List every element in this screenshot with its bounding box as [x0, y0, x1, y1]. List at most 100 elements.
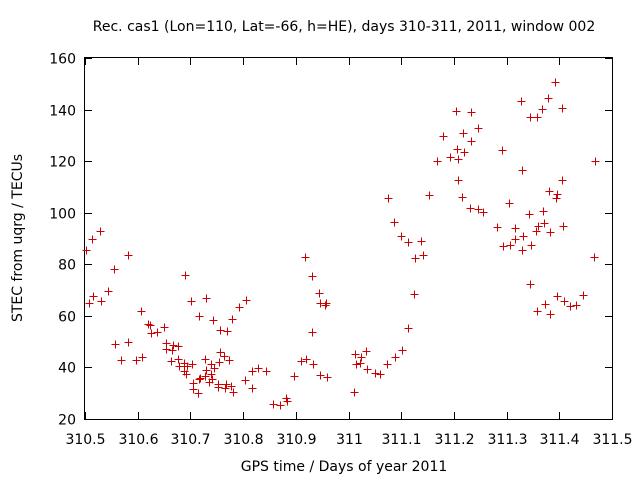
data-point — [225, 356, 234, 365]
data-point — [96, 227, 105, 236]
data-point — [459, 129, 468, 138]
data-point — [302, 355, 311, 364]
data-point — [168, 346, 177, 355]
data-point — [404, 324, 413, 333]
y-tick-label: 140 — [49, 104, 76, 120]
data-point — [147, 329, 156, 338]
data-point — [321, 301, 330, 310]
data-point — [183, 362, 192, 371]
data-point — [309, 360, 318, 369]
data-point — [458, 193, 467, 202]
data-point — [210, 364, 219, 373]
data-point — [433, 157, 442, 166]
y-tick-label: 120 — [49, 155, 76, 171]
data-point — [474, 124, 483, 133]
data-point — [323, 373, 332, 382]
data-point — [308, 328, 317, 337]
data-point — [221, 384, 230, 393]
data-point — [558, 104, 567, 113]
data-point — [144, 320, 153, 329]
y-axis-label: STEC from uqrg / TECUs — [10, 154, 26, 322]
data-point — [162, 345, 171, 354]
data-point — [195, 312, 204, 321]
y-tick-label: 160 — [49, 52, 76, 68]
data-point — [384, 194, 393, 203]
data-point — [215, 358, 224, 367]
data-point — [511, 224, 520, 233]
x-tick-label: 310.8 — [223, 432, 263, 448]
y-tick-label: 60 — [58, 310, 76, 326]
data-point — [526, 113, 535, 122]
y-tick-label: 100 — [49, 207, 76, 223]
data-point — [235, 303, 244, 312]
data-point — [189, 385, 198, 394]
data-point — [499, 242, 508, 251]
data-point — [511, 235, 520, 244]
data-point — [262, 367, 271, 376]
data-point — [410, 290, 419, 299]
data-point — [216, 348, 225, 357]
data-point — [579, 291, 588, 300]
data-point — [85, 299, 94, 308]
data-point — [391, 353, 400, 362]
data-point — [220, 352, 229, 361]
data-point — [540, 219, 549, 228]
data-point — [276, 401, 285, 410]
data-point — [132, 356, 141, 365]
data-point — [124, 338, 133, 347]
data-point — [297, 357, 306, 366]
data-point — [590, 253, 599, 262]
data-point — [518, 246, 527, 255]
x-tick-label: 310.5 — [65, 432, 105, 448]
x-tick-label: 311.2 — [434, 432, 474, 448]
data-point — [89, 292, 98, 301]
data-point — [356, 359, 365, 368]
x-tick-label: 310.7 — [170, 432, 210, 448]
data-point — [111, 340, 120, 349]
data-point — [525, 210, 534, 219]
data-point — [446, 153, 455, 162]
data-point — [541, 300, 550, 309]
data-point — [493, 223, 502, 232]
data-point — [301, 253, 310, 262]
y-tick-label: 40 — [58, 361, 76, 377]
data-point — [182, 370, 191, 379]
chart-title: Rec. cas1 (Lon=110, Lat=-66, h=HE), days… — [93, 19, 595, 35]
data-point — [552, 194, 561, 203]
data-point — [371, 369, 380, 378]
data-point — [560, 297, 569, 306]
data-point — [223, 327, 232, 336]
data-point — [467, 137, 476, 146]
data-point — [248, 367, 257, 376]
data-point — [362, 347, 371, 356]
data-point — [397, 232, 406, 241]
data-point — [201, 372, 210, 381]
data-point — [202, 366, 211, 375]
data-point — [228, 315, 237, 324]
y-axis-ticks: 20 40 60 80 100 120 140 160 — [49, 52, 612, 429]
y-tick-label: 80 — [58, 258, 76, 274]
data-point — [241, 376, 250, 385]
data-points — [82, 78, 600, 410]
data-point — [398, 346, 407, 355]
data-point — [351, 350, 360, 359]
data-point — [104, 287, 113, 296]
data-point — [208, 375, 217, 384]
data-point — [290, 372, 299, 381]
data-point — [517, 97, 526, 106]
x-tick-label: 311.1 — [381, 432, 421, 448]
data-point — [419, 251, 428, 260]
data-point — [439, 132, 448, 141]
data-point — [454, 155, 463, 164]
data-point — [227, 382, 236, 391]
x-tick-label: 311 — [336, 432, 363, 448]
data-point — [202, 294, 211, 303]
data-point — [315, 289, 324, 298]
x-tick-label: 311.3 — [487, 432, 527, 448]
data-point — [175, 362, 184, 371]
data-point — [411, 254, 420, 263]
data-point — [97, 297, 106, 306]
data-point — [357, 353, 366, 362]
data-point — [505, 199, 514, 208]
data-point — [110, 265, 119, 274]
